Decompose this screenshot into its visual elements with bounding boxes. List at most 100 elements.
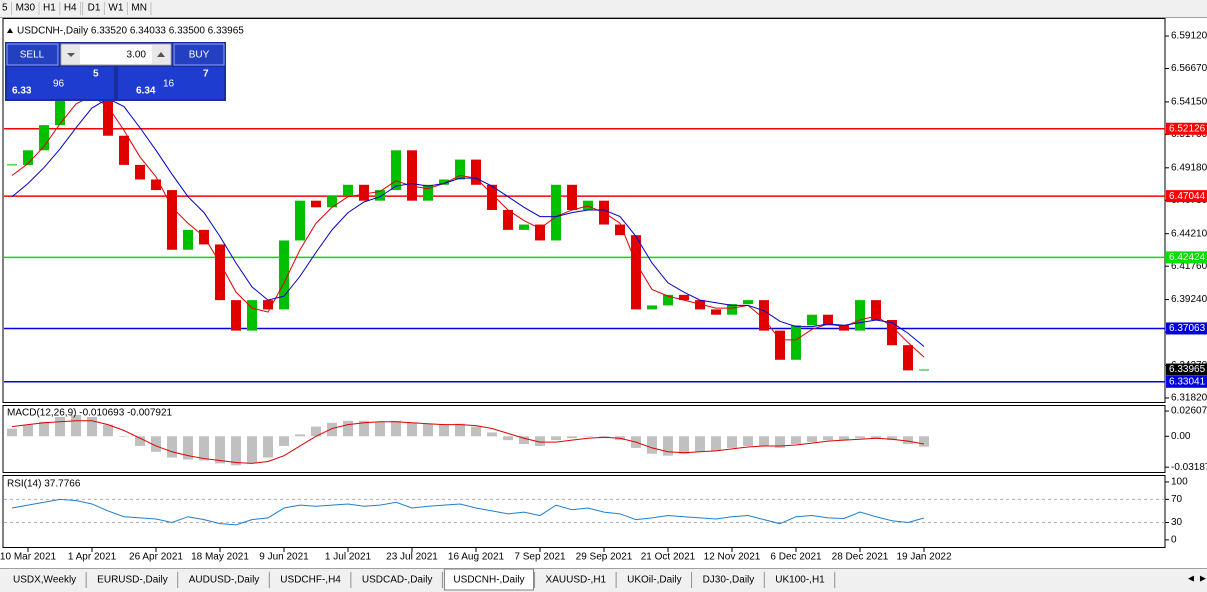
- macd-bar: [471, 426, 481, 437]
- candle: [375, 190, 385, 201]
- lot-input[interactable]: [60, 43, 172, 66]
- chart-tab[interactable]: [179, 571, 269, 589]
- tab-scroll-right[interactable]: ►: [1198, 574, 1207, 585]
- candle: [407, 150, 417, 201]
- macd-title: MACD(12,26,9) -0.010693 -0.007921: [7, 408, 173, 419]
- candle: [871, 300, 881, 321]
- macd-bar: [503, 436, 513, 441]
- candle: [567, 184, 577, 210]
- candle: [759, 300, 769, 331]
- timeframe-button[interactable]: H4: [64, 3, 77, 14]
- macd-bar: [663, 436, 673, 456]
- macd-bar: [55, 416, 65, 437]
- chart-tab-label: USDCHF-,H4: [280, 575, 341, 586]
- macd-bar: [583, 436, 593, 437]
- chart-tab[interactable]: [693, 571, 764, 589]
- price-level-tag: [1166, 190, 1207, 203]
- lot-increase-icon: [157, 52, 165, 57]
- candle: [263, 300, 273, 310]
- macd-bar: [135, 436, 145, 446]
- candle: [423, 184, 433, 201]
- macd-bar: [327, 422, 337, 437]
- chart-tab-label: USDX,Weekly: [13, 575, 76, 586]
- buy-label: BUY: [189, 50, 210, 61]
- candle: [487, 184, 497, 210]
- candle: [391, 150, 401, 191]
- timeframe-button[interactable]: M30: [16, 3, 36, 14]
- timeframe-button[interactable]: H1: [43, 3, 56, 14]
- y-tick-label: 6.39240: [1171, 294, 1207, 305]
- y-tick-label: 6.54150: [1171, 97, 1207, 108]
- y-tick-label: -0.031871: [1171, 462, 1207, 473]
- candle: [167, 190, 177, 250]
- timeframe-button[interactable]: 5: [2, 3, 8, 14]
- macd-bar: [119, 436, 129, 437]
- candle: [887, 320, 897, 346]
- macd-bar: [215, 436, 225, 464]
- trade-panel: SELL 3.00 BUY 6.33 96 5 6.34 16 7: [5, 42, 226, 101]
- x-tick-label: 18 May 2021: [191, 552, 249, 563]
- lot-value: 3.00: [127, 50, 147, 61]
- candle: [743, 300, 753, 305]
- x-tick-label: 21 Oct 2021: [641, 552, 696, 563]
- chart-tab[interactable]: [88, 571, 177, 589]
- bid-sup: 5: [93, 69, 99, 80]
- macd-bar: [567, 436, 577, 439]
- candle: [503, 209, 513, 230]
- rsi-line: [11, 498, 925, 526]
- x-tick-label: 12 Nov 2021: [704, 552, 761, 563]
- moving-average: [11, 95, 925, 358]
- macd-bar: [407, 422, 417, 437]
- collapse-icon[interactable]: [7, 28, 13, 33]
- sell-button[interactable]: [6, 43, 59, 66]
- candle: [775, 330, 785, 360]
- macd-bar: [759, 436, 769, 446]
- y-tick-label: 100: [1171, 477, 1188, 488]
- x-tick-label: 19 Jan 2022: [896, 552, 951, 563]
- timeframe-button[interactable]: D1: [88, 3, 101, 14]
- chart-tab[interactable]: [4, 571, 86, 589]
- candle: [615, 224, 625, 236]
- chart-tab[interactable]: [271, 571, 350, 589]
- macd-bar: [359, 420, 369, 437]
- ask-box[interactable]: [118, 67, 224, 99]
- signal-line: [11, 420, 925, 464]
- y-tick-label: 6.31820: [1171, 393, 1207, 404]
- x-tick-label: 23 Jul 2021: [386, 552, 438, 563]
- ask-sup: 7: [203, 69, 209, 80]
- timeframe-button[interactable]: W1: [108, 3, 123, 14]
- y-tick-label: 6.44210: [1171, 228, 1207, 239]
- price-level-label: 6.33041: [1169, 376, 1206, 387]
- chart-tab-label: USDCAD-,Daily: [362, 575, 433, 586]
- chart-tab[interactable]: [443, 568, 535, 591]
- chart-tab[interactable]: [536, 571, 616, 589]
- chart-tab[interactable]: [352, 571, 442, 589]
- buy-button[interactable]: [173, 43, 225, 66]
- price-level-label: 6.42424: [1169, 252, 1206, 263]
- macd-bar: [231, 436, 241, 466]
- price-level-label: 6.52126: [1169, 123, 1206, 134]
- candle: [695, 300, 705, 310]
- macd-bar: [423, 423, 433, 437]
- price-level-tag: [1166, 322, 1207, 335]
- macd-bar: [743, 436, 753, 446]
- candle: [903, 345, 913, 371]
- macd-bar: [311, 426, 321, 437]
- timeframe-button[interactable]: MN: [131, 3, 147, 14]
- candle: [535, 224, 545, 241]
- candle: [519, 224, 529, 230]
- candle: [151, 179, 161, 191]
- price-level-label: 6.37063: [1169, 323, 1206, 334]
- ask-big: 16: [163, 79, 175, 90]
- chart-tab[interactable]: [766, 571, 834, 589]
- chart-tab-label: XAUUSD-,H1: [546, 575, 607, 586]
- tab-scroll-left[interactable]: ◄: [1186, 574, 1196, 585]
- chart-tab-label: DJ30-,Daily: [703, 575, 755, 586]
- macd-bar: [695, 436, 705, 452]
- bid-box[interactable]: [7, 67, 114, 99]
- candle: [647, 305, 657, 310]
- chart-tab[interactable]: [618, 571, 691, 589]
- macd-bar: [487, 432, 497, 437]
- candle: [583, 200, 593, 210]
- chart-header: USDCNH-,Daily 6.33520 6.34033 6.33500 6.…: [17, 26, 244, 37]
